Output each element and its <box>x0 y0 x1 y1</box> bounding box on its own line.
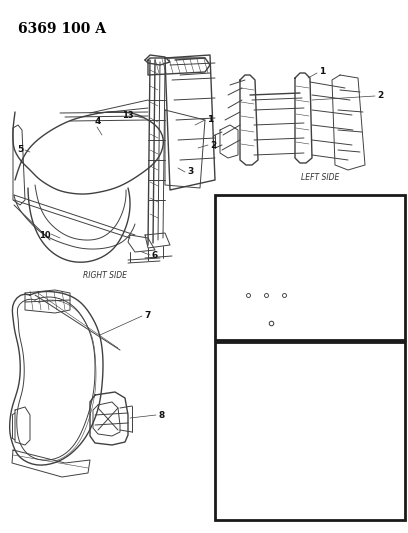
Text: 1: 1 <box>319 68 325 77</box>
Text: 2: 2 <box>377 91 383 100</box>
Text: 1: 1 <box>207 116 213 125</box>
Text: RIGHT SIDE: RIGHT SIDE <box>83 271 127 280</box>
Text: 10: 10 <box>39 230 51 239</box>
Text: 5: 5 <box>17 146 23 155</box>
Text: 6: 6 <box>152 251 158 260</box>
Text: 13: 13 <box>122 110 134 119</box>
Text: LEFT SIDE: LEFT SIDE <box>301 173 339 182</box>
Text: 7: 7 <box>145 311 151 319</box>
Text: 8: 8 <box>159 410 165 419</box>
Text: 11: 11 <box>392 257 404 266</box>
Text: 6369 100 A: 6369 100 A <box>18 22 106 36</box>
Text: 2: 2 <box>210 141 216 149</box>
Text: 9: 9 <box>395 425 401 434</box>
Text: 12: 12 <box>289 313 301 322</box>
Bar <box>215 342 405 520</box>
Bar <box>215 195 405 340</box>
Text: 4: 4 <box>95 117 101 126</box>
Text: 3: 3 <box>187 167 193 176</box>
